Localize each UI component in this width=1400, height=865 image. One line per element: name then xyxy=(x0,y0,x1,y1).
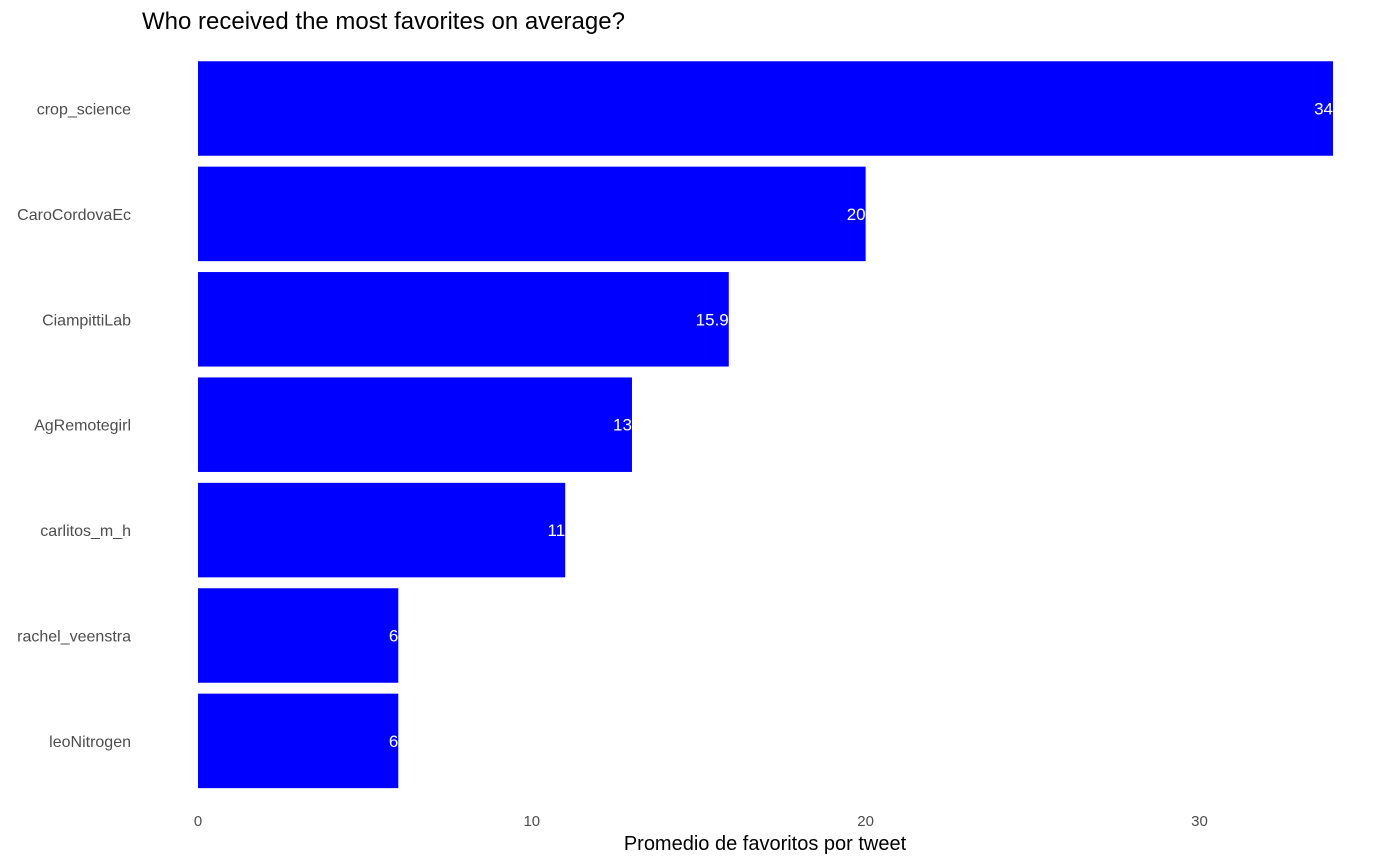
bar-crop-science xyxy=(198,61,1333,156)
category-label-carocordovaec: CaroCordovaEc xyxy=(17,207,131,224)
category-label-crop-science: crop_science xyxy=(37,102,131,119)
value-label-carlitos-m-h: 11 xyxy=(548,521,566,540)
bar-agremotegirl xyxy=(198,377,632,472)
value-label-crop-science: 34 xyxy=(1314,100,1333,119)
category-label-rachel-veenstra: rachel_veenstra xyxy=(17,629,131,646)
category-labels: crop_science CaroCordovaEc CiampittiLab AgR… xyxy=(17,102,131,751)
x-axis-ticks: 0 10 20 30 xyxy=(194,813,1208,830)
x-axis-title: Promedio de favoritos por tweet xyxy=(624,833,907,855)
x-tick-label: 30 xyxy=(1191,813,1208,830)
value-label-leonitrogen: 6 xyxy=(389,732,398,751)
category-label-agremotegirl: AgRemotegirl xyxy=(34,418,131,435)
category-label-carlitos-m-h: carlitos_m_h xyxy=(40,523,131,540)
x-tick-label: 10 xyxy=(523,813,540,830)
category-label-ciampittilab: CiampittiLab xyxy=(42,312,131,329)
x-tick-label: 0 xyxy=(194,813,202,830)
value-label-agremotegirl: 13 xyxy=(613,416,632,435)
bar-rachel-veenstra xyxy=(198,588,399,683)
value-labels: 34 20 15.9 13 11 6 6 xyxy=(389,100,1333,751)
category-label-leonitrogen: leoNitrogen xyxy=(49,734,131,751)
value-label-carocordovaec: 20 xyxy=(847,205,866,224)
value-label-rachel-veenstra: 6 xyxy=(389,627,398,646)
bar-ciampittilab xyxy=(198,272,729,367)
bar-carlitos-m-h xyxy=(198,482,566,578)
chart-title: Who received the most favorites on avera… xyxy=(142,8,625,35)
bars-group xyxy=(198,61,1333,789)
x-tick-label: 20 xyxy=(857,813,874,830)
bar-carocordovaec xyxy=(198,166,866,262)
value-label-ciampittilab: 15.9 xyxy=(696,310,729,329)
bar-leonitrogen xyxy=(198,693,399,789)
